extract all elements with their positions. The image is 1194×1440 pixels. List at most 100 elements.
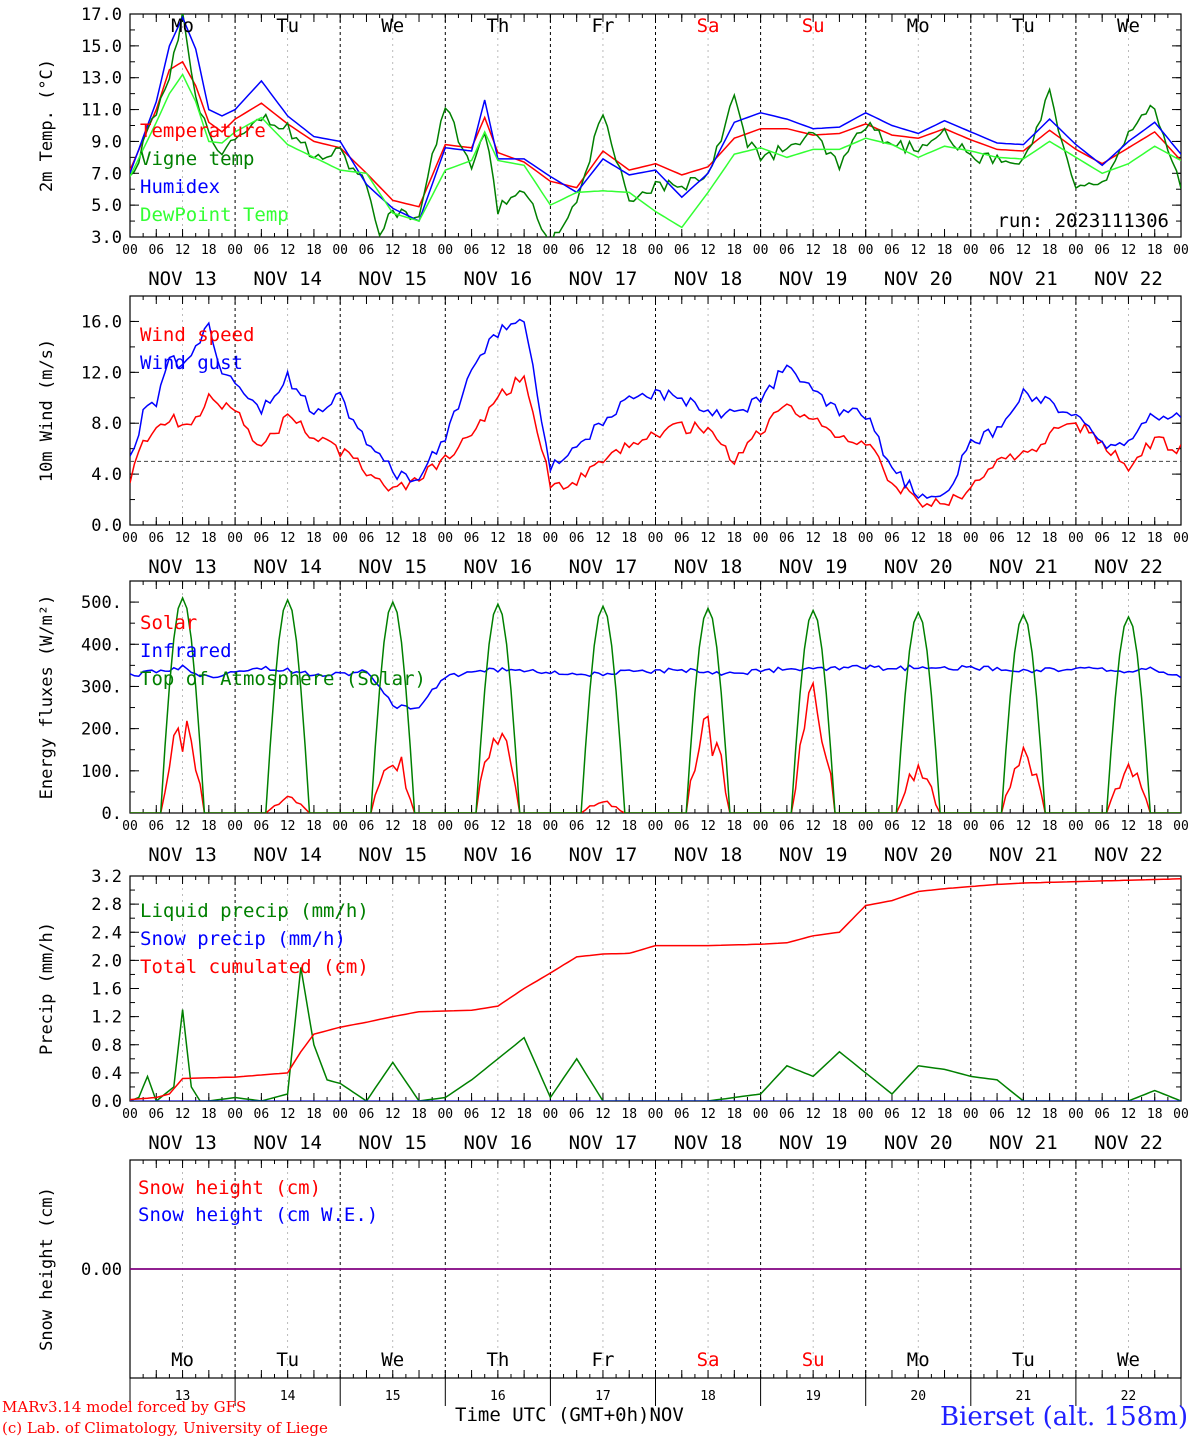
x-hour-label: 06 xyxy=(254,1107,270,1122)
day-number-label: 19 xyxy=(805,1389,821,1404)
x-hour-label: 18 xyxy=(1042,1107,1058,1122)
x-hour-label: 12 xyxy=(1121,531,1137,546)
day-name-label: Su xyxy=(802,15,825,37)
x-hour-label: 00 xyxy=(648,1107,664,1122)
x-date-label: NOV 22 xyxy=(1094,1132,1163,1154)
x-date-label: NOV 15 xyxy=(358,268,427,290)
x-hour-label: 06 xyxy=(569,819,585,834)
y-axis-label: Energy fluxes (W/m²) xyxy=(37,595,57,800)
x-hour-label: 12 xyxy=(910,243,926,258)
day-name-label: Mo xyxy=(907,1349,930,1371)
x-date-label: NOV 14 xyxy=(253,556,322,578)
series-line-total-cumulated-cm- xyxy=(130,878,1181,1101)
x-hour-label: 12 xyxy=(700,819,716,834)
x-hour-label: 00 xyxy=(858,1107,874,1122)
x-date-label: NOV 21 xyxy=(989,556,1058,578)
x-date-label: NOV 21 xyxy=(989,844,1058,866)
x-date-label: NOV 19 xyxy=(779,844,848,866)
panel-precip xyxy=(129,875,1182,1102)
y-axis-label: 10m Wind (m/s) xyxy=(37,339,57,482)
x-hour-label: 12 xyxy=(805,531,821,546)
x-hour-label: 12 xyxy=(490,243,506,258)
x-hour-label: 06 xyxy=(884,243,900,258)
x-hour-label: 18 xyxy=(832,243,848,258)
x-hour-label: 00 xyxy=(122,819,138,834)
x-date-label: NOV 17 xyxy=(569,844,638,866)
y-tick-label: 300. xyxy=(81,677,122,697)
panel-energy xyxy=(129,580,1182,814)
x-hour-label: 12 xyxy=(1016,819,1032,834)
x-date-label: NOV 15 xyxy=(358,556,427,578)
x-hour-label: 12 xyxy=(700,243,716,258)
day-number-label: 17 xyxy=(595,1389,611,1404)
series-line-infrared xyxy=(130,664,1181,710)
x-hour-label: 18 xyxy=(411,243,427,258)
x-hour-label: 00 xyxy=(332,243,348,258)
x-hour-label: 12 xyxy=(595,531,611,546)
x-date-label: NOV 14 xyxy=(253,844,322,866)
y-tick-label: 11.0 xyxy=(81,101,122,121)
x-hour-label: 18 xyxy=(516,1107,532,1122)
y-tick-label: 0.0 xyxy=(91,516,122,536)
x-hour-label: 00 xyxy=(227,1107,243,1122)
x-hour-label: 00 xyxy=(437,243,453,258)
x-hour-label: 00 xyxy=(858,243,874,258)
day-name-label: We xyxy=(381,1349,404,1371)
x-hour-label: 06 xyxy=(1094,819,1110,834)
x-axis-unit: NOV xyxy=(649,1404,684,1426)
x-date-label: NOV 15 xyxy=(358,844,427,866)
y-axis-label: 2m Temp. (°C) xyxy=(37,59,57,192)
day-name-label: Tu xyxy=(1012,1349,1035,1371)
x-hour-label: 18 xyxy=(306,531,322,546)
x-hour-label: 00 xyxy=(648,819,664,834)
x-hour-label: 00 xyxy=(1068,243,1084,258)
x-hour-label: 00 xyxy=(648,531,664,546)
day-number-label: 21 xyxy=(1016,1389,1032,1404)
x-hour-label: 12 xyxy=(280,531,296,546)
y-tick-label: 0.8 xyxy=(91,1036,122,1056)
day-number-label: 15 xyxy=(385,1389,401,1404)
y-tick-label: 0.4 xyxy=(91,1064,122,1084)
x-hour-label: 06 xyxy=(464,819,480,834)
x-date-label: NOV 20 xyxy=(884,268,953,290)
x-hour-label: 12 xyxy=(910,1107,926,1122)
y-tick-label: 16.0 xyxy=(81,312,122,332)
y-tick-label: 100. xyxy=(81,762,122,782)
legend-entry: Snow height (cm) xyxy=(138,1177,321,1199)
panel-temperature xyxy=(129,13,1182,238)
x-hour-label: 12 xyxy=(490,819,506,834)
x-hour-label: 12 xyxy=(175,1107,191,1122)
x-hour-label: 00 xyxy=(1068,819,1084,834)
x-hour-label: 06 xyxy=(569,243,585,258)
day-name-label: Fr xyxy=(592,15,615,37)
x-date-label: NOV 13 xyxy=(148,556,217,578)
y-tick-label: 17.0 xyxy=(81,5,122,25)
x-hour-label: 00 xyxy=(753,819,769,834)
x-hour-label: 18 xyxy=(1147,1107,1163,1122)
x-date-label: NOV 20 xyxy=(884,1132,953,1154)
x-hour-label: 00 xyxy=(122,243,138,258)
legend-entry: Snow height (cm W.E.) xyxy=(138,1204,378,1226)
day-name-label: Tu xyxy=(276,1349,299,1371)
x-date-label: NOV 15 xyxy=(358,1132,427,1154)
x-date-label: NOV 16 xyxy=(464,844,533,866)
x-date-label: NOV 13 xyxy=(148,1132,217,1154)
x-hour-label: 18 xyxy=(516,531,532,546)
x-hour-label: 06 xyxy=(884,531,900,546)
x-hour-label: 12 xyxy=(1121,1107,1137,1122)
x-date-label: NOV 13 xyxy=(148,268,217,290)
x-hour-label: 12 xyxy=(1016,243,1032,258)
x-hour-label: 12 xyxy=(385,531,401,546)
day-name-label: Mo xyxy=(171,15,194,37)
x-hour-label: 12 xyxy=(175,243,191,258)
station-name: Bierset (alt. 158m) xyxy=(939,1402,1188,1432)
x-hour-label: 18 xyxy=(937,531,953,546)
x-hour-label: 18 xyxy=(201,243,217,258)
series-line-liquid-precip-mm-h- xyxy=(130,967,1181,1101)
x-hour-label: 18 xyxy=(726,819,742,834)
x-hour-label: 06 xyxy=(779,819,795,834)
x-hour-label: 06 xyxy=(148,531,164,546)
series-line-wind-gust xyxy=(130,318,1181,500)
x-hour-label: 12 xyxy=(1121,819,1137,834)
day-number-label: 22 xyxy=(1121,1389,1137,1404)
